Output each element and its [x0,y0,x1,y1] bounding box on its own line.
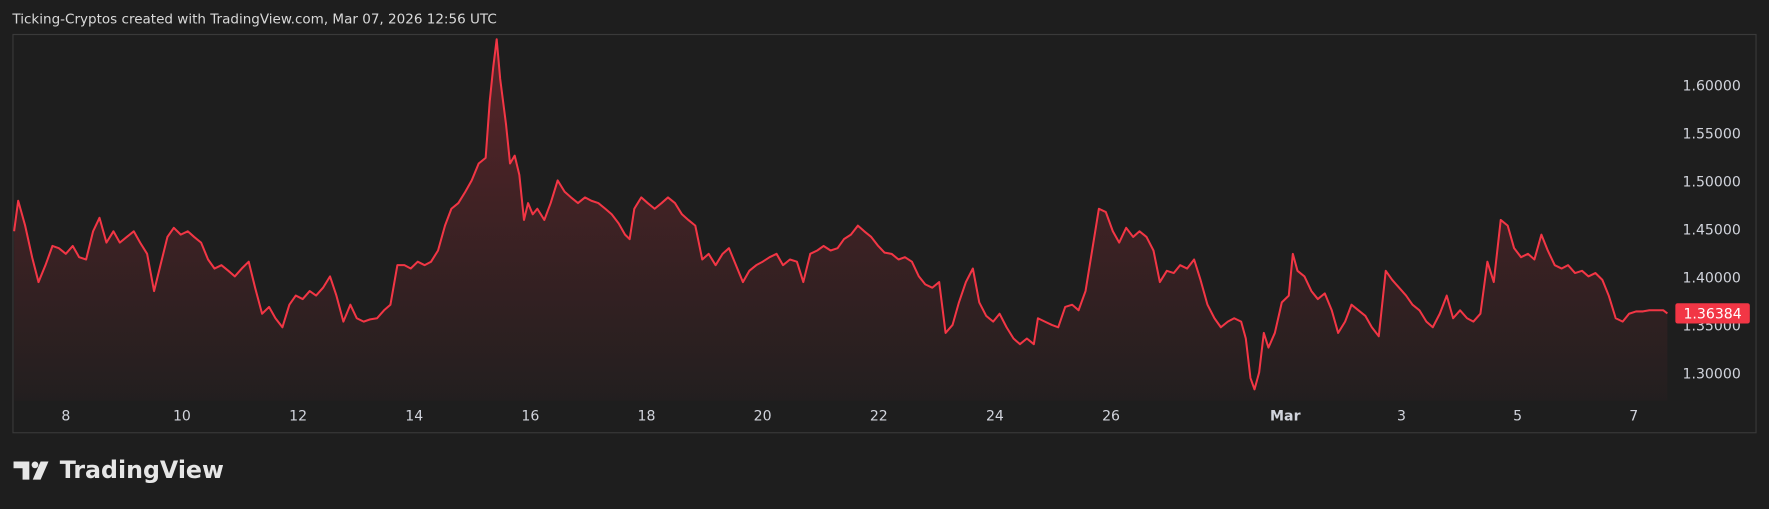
x-tick-label: 18 [638,408,656,424]
header: Ticking-Cryptos created with TradingView… [11,11,496,27]
brand-logo [13,461,49,480]
chart-frame [12,33,1757,434]
y-tick-label: 1.30000 [1683,367,1741,383]
x-tick-label: 8 [61,408,70,424]
x-tick-label: 10 [173,408,191,424]
area-fill [14,39,1668,401]
last-price-box [1675,303,1750,324]
last-price-label: 1.36384 [1683,307,1741,323]
x-tick-label: Mar [1270,408,1301,424]
y-tick-label: 1.55000 [1683,127,1741,143]
x-tick-label: 3 [1397,408,1406,424]
x-tick-label: 7 [1629,408,1638,424]
y-tick-label: 1.40000 [1683,271,1741,287]
x-tick-label: 16 [521,408,539,424]
x-tick-label: 26 [1102,408,1120,424]
x-tick-label: 5 [1513,408,1522,424]
x-tick-label: 14 [405,408,423,424]
x-tick-label: 24 [986,408,1004,424]
plot: 1.300001.350001.400001.450001.500001.550… [13,38,1750,424]
price-line [13,38,1669,391]
brand: TradingView [60,456,224,484]
x-tick-label: 12 [289,408,307,424]
y-tick-label: 1.50000 [1683,175,1741,191]
y-tick-label: 1.45000 [1683,223,1741,239]
x-tick-label: 22 [870,408,888,424]
x-tick-label: 20 [754,408,772,424]
y-tick-label: 1.60000 [1683,79,1741,95]
